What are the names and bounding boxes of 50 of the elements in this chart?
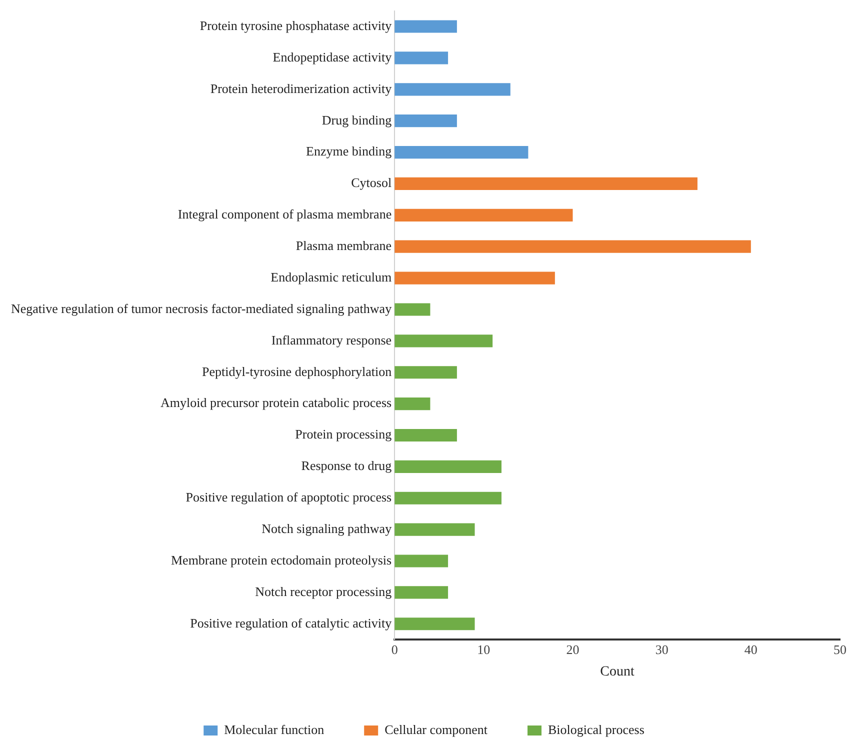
bar bbox=[394, 334, 493, 348]
bar bbox=[394, 240, 751, 253]
y-tick-label: Negative regulation of tumor necrosis factor-mediated signaling pathway bbox=[10, 300, 392, 316]
bar bbox=[394, 146, 528, 159]
x-tick-label: 10 bbox=[477, 642, 490, 657]
y-tick-label: Cytosol bbox=[351, 175, 392, 190]
bar bbox=[394, 52, 448, 64]
y-tick-label: Positive regulation of catalytic activity bbox=[190, 615, 392, 630]
y-tick-label: Protein heterodimerization activity bbox=[210, 80, 392, 96]
y-tick-label: Positive regulation of apoptotic process bbox=[186, 490, 392, 505]
bar bbox=[394, 460, 502, 473]
x-tick-label: 30 bbox=[655, 642, 668, 657]
x-tick-label: 40 bbox=[744, 642, 758, 657]
bar bbox=[394, 366, 457, 379]
y-tick-label: Enzyme binding bbox=[306, 144, 392, 159]
bar bbox=[394, 428, 457, 442]
bar bbox=[394, 554, 448, 568]
y-tick-label: Notch signaling pathway bbox=[262, 520, 392, 536]
y-tick-label: Protein tyrosine phosphatase activity bbox=[200, 18, 392, 33]
bar bbox=[394, 177, 698, 190]
x-tick-label: 0 bbox=[391, 642, 398, 657]
bar bbox=[394, 20, 457, 33]
x-tick-label: 20 bbox=[566, 642, 580, 657]
legend-label: Biological process bbox=[548, 722, 644, 737]
bar bbox=[394, 208, 573, 222]
legend-label: Molecular function bbox=[224, 722, 325, 737]
y-tick-label: Membrane protein ectodomain proteolysis bbox=[170, 552, 392, 568]
y-tick-label: Peptidyl-tyrosine dephosphorylation bbox=[202, 364, 392, 379]
y-tick-label: Endopeptidase activity bbox=[272, 49, 392, 64]
bar bbox=[394, 272, 555, 284]
bar bbox=[394, 492, 502, 504]
y-tick-label: Drug binding bbox=[322, 112, 392, 128]
bar bbox=[394, 618, 475, 630]
bar bbox=[394, 398, 430, 410]
y-tick-label: Integral component of plasma membrane bbox=[178, 206, 392, 222]
y-tick-label: Amyloid precursor protein catabolic process bbox=[160, 395, 392, 410]
bar bbox=[394, 303, 430, 316]
bar bbox=[394, 114, 457, 128]
y-tick-label: Response to drug bbox=[301, 458, 392, 474]
y-tick-label: Plasma membrane bbox=[296, 238, 392, 254]
y-tick-label: Inflammatory response bbox=[271, 332, 392, 348]
y-tick-label: Notch receptor processing bbox=[255, 584, 392, 599]
x-axis-title: Count bbox=[600, 664, 635, 680]
x-tick-label: 50 bbox=[834, 642, 846, 657]
y-tick-label: Endoplasmic reticulum bbox=[270, 269, 392, 284]
legend-label: Cellular component bbox=[384, 722, 488, 737]
bar bbox=[394, 83, 510, 96]
y-tick-label: Protein processing bbox=[295, 426, 392, 442]
bar bbox=[394, 523, 475, 536]
bar bbox=[394, 586, 448, 599]
